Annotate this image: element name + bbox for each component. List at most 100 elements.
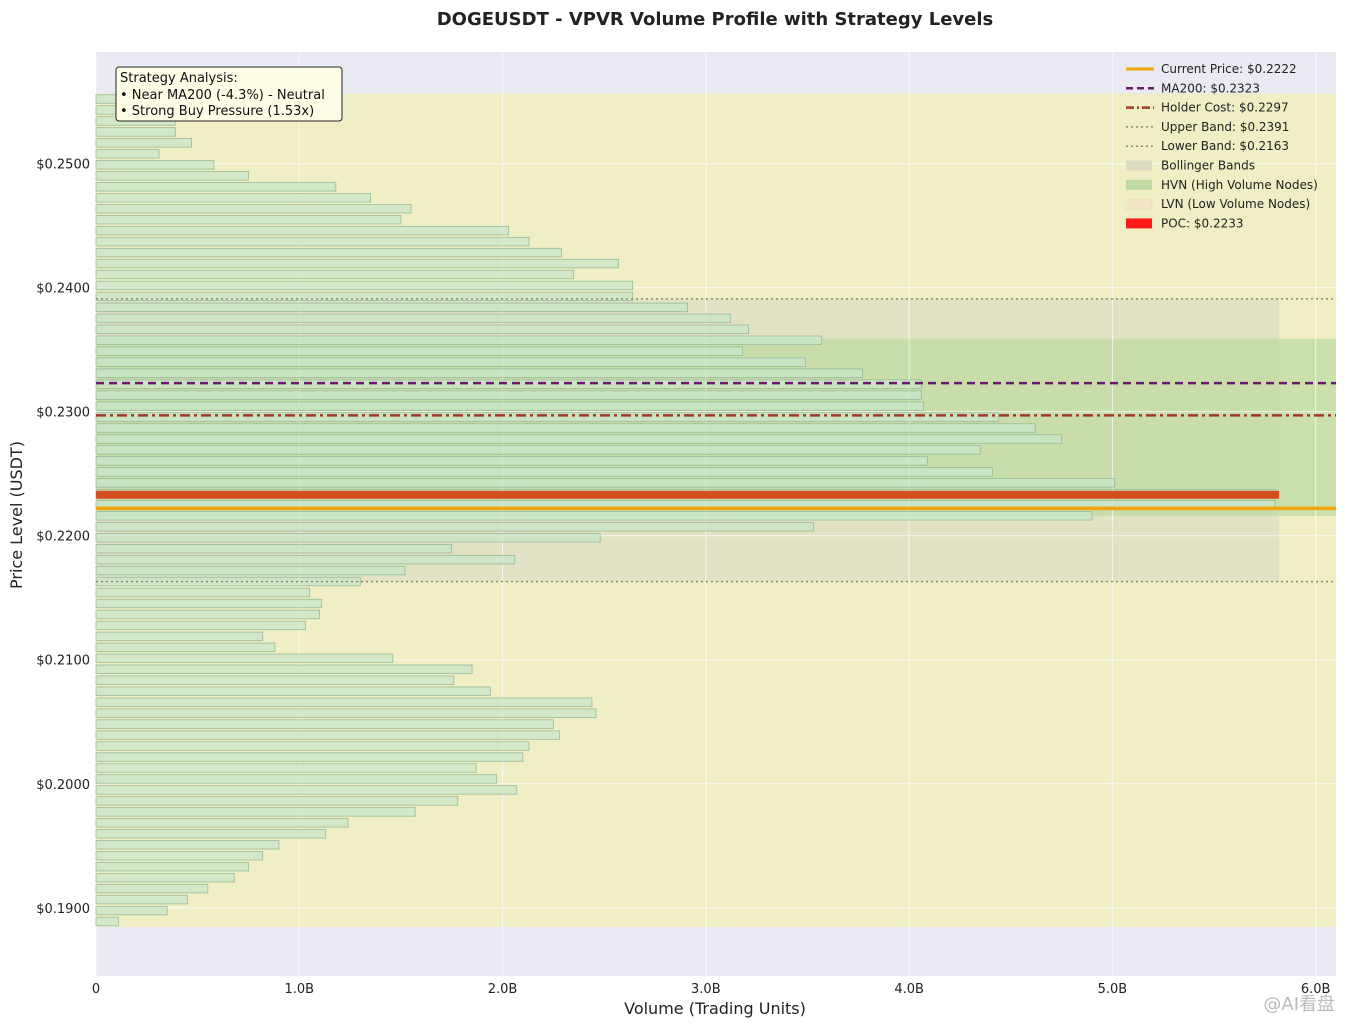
volume-bar-66 [95,193,371,203]
volume-bar-14 [95,763,477,773]
volume-bar-24 [95,653,394,664]
volume-bar-5 [95,862,249,872]
y-tick-label-3: $0.2200 [36,530,90,545]
legend-item-poc: POC: $0.2233 [1126,216,1244,230]
volume-bar-3 [95,883,209,894]
volume-bar-32 [95,565,406,576]
volume-bar-9 [95,818,349,828]
volume-bar-0 [95,916,119,927]
legend-item-upper: Upper Band: $0.2391 [1126,120,1289,134]
x-tick-label-4: 4.0B [894,982,924,997]
volume-bar-68 [95,171,249,181]
volume-bar-55 [95,313,731,324]
legend-label-holder: Holder Cost: $0.2297 [1161,101,1289,115]
legend-item-boll: Bollinger Bands [1126,159,1255,173]
chart-title: DOGEUSDT - VPVR Volume Profile with Stra… [437,9,994,30]
legend-swatch-poc [1126,218,1152,229]
volume-bar-48 [95,390,922,400]
legend-label-ma200: MA200: $0.2323 [1161,81,1260,95]
legend-label-lvn: LVN (Low Volume Nodes) [1161,197,1310,211]
volume-bar-35 [95,533,601,543]
legend: Current Price: $0.2222 MA200: $0.2323 Hold… [1125,62,1318,230]
volume-bar-7 [95,840,280,850]
y-tick-label-6: $0.2500 [36,158,90,173]
volume-bar-37 [95,511,1093,521]
legend-label-poc: POC: $0.2233 [1161,216,1244,230]
y-tick-label-4: $0.2300 [36,406,90,421]
volume-bar-51 [95,357,806,367]
volume-bar-16 [95,741,530,751]
annotation-box [115,66,343,122]
y-tick-label-0: $0.1900 [36,902,90,917]
volume-bar-25 [95,642,276,653]
strategy-annotation: Strategy Analysis: • Near MA200 (-4.3%) … [115,66,343,122]
legend-label-lower: Lower Band: $0.2163 [1161,139,1289,153]
volume-bar-1 [95,905,168,916]
volume-bar-54 [95,324,749,335]
legend-swatch-lvn [1125,198,1153,210]
x-axis-label: Volume (Trading Units) [624,999,806,1018]
volume-bar-33 [95,554,516,565]
volume-bar-12 [95,785,518,795]
volume-bar-50 [95,368,863,378]
x-tick-label-5: 5.0B [1098,982,1128,997]
volume-bar-59 [95,269,575,280]
volume-bar-36 [95,522,814,532]
legend-item-hvn: HVN (High Volume Nodes) [1126,178,1318,192]
legend-label-hvn: HVN (High Volume Nodes) [1161,178,1318,192]
volume-bar-61 [95,247,562,258]
legend-item-ma200: MA200: $0.2323 [1126,81,1260,95]
volume-bar-67 [95,182,337,192]
annotation-line-title: Strategy Analysis: [120,71,238,86]
legend-item-current: Current Price: $0.2222 [1126,62,1297,76]
volume-bar-45 [95,423,1036,433]
volume-bar-40 [95,478,1115,488]
legend-label-upper: Upper Band: $0.2391 [1161,120,1289,134]
volume-bar-22 [95,675,455,685]
volume-bar-56 [95,302,688,313]
volume-bar-18 [95,719,554,729]
volume-bar-4 [95,872,235,883]
x-tick-label-2: 2.0B [488,982,518,997]
volume-bar-15 [95,752,524,762]
legend-item-lvn: LVN (Low Volume Nodes) [1125,197,1310,211]
volume-bar-10 [95,807,416,817]
volume-bar-28 [95,609,321,620]
volume-bar-27 [95,620,306,631]
volume-bar-63 [95,225,510,236]
volume-bar-17 [95,730,560,740]
volume-bar-8 [95,829,327,839]
volume-bars [95,94,1276,927]
volume-bar-64 [95,214,402,225]
legend-label-current: Current Price: $0.2222 [1161,62,1297,76]
volume-bar-70 [95,149,160,159]
legend-swatch-boll [1126,160,1152,171]
volume-bar-58 [95,280,634,291]
volume-bar-20 [95,697,593,707]
legend-item-lower: Lower Band: $0.2163 [1126,139,1289,153]
y-tick-label-1: $0.2000 [36,778,90,793]
volume-bar-42 [95,456,928,466]
volume-bar-34 [95,543,453,554]
volume-bar-23 [95,664,473,674]
volume-bar-47 [95,401,924,411]
axis-ticks: 0 1.0B 2.0B 3.0B 4.0B 5.0B 6.0B $0.1900 $0.2000 $… [36,158,1330,997]
x-tick-label-1: 1.0B [284,982,314,997]
legend-swatch-hvn [1126,179,1152,190]
volume-bar-52 [95,346,743,356]
volume-bar-65 [95,204,412,214]
x-tick-label-6: 6.0B [1301,982,1331,997]
y-axis-label: Price Level (USDT) [7,441,26,589]
volume-bar-72 [95,127,176,137]
volume-bar-31 [95,576,361,587]
volume-bar-57 [95,291,634,302]
volume-bar-11 [95,796,459,806]
volume-bar-60 [95,258,619,269]
volume-bar-26 [95,631,264,642]
volume-bar-53 [95,335,823,345]
x-tick-label-3: 3.0B [691,982,721,997]
x-tick-label-0: 0 [92,982,100,997]
level-lines [96,298,1336,583]
volume-bar-46 [95,412,999,422]
